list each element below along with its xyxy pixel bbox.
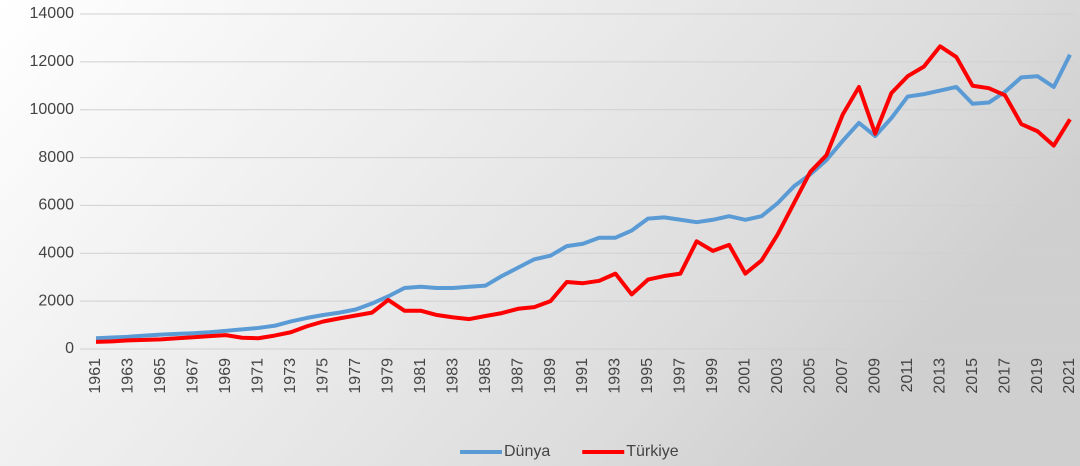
x-tick-label: 1983 xyxy=(444,358,461,394)
x-tick-label: 1963 xyxy=(120,358,137,394)
x-tick-label: 2013 xyxy=(931,358,948,394)
x-tick-label: 1991 xyxy=(574,358,591,394)
x-tick-label: 1987 xyxy=(509,358,526,394)
x-tick-label: 2019 xyxy=(1029,358,1046,394)
x-tick-label: 2015 xyxy=(964,358,981,394)
x-tick-label: 2011 xyxy=(899,358,916,393)
x-tick-label: 1995 xyxy=(639,358,656,394)
x-tick-label: 2021 xyxy=(1061,358,1078,394)
y-tick-label: 2000 xyxy=(38,292,74,309)
y-tick-label: 0 xyxy=(65,340,74,357)
x-tick-label: 1969 xyxy=(217,358,234,394)
x-tick-label: 1977 xyxy=(347,358,364,394)
x-tick-label: 1961 xyxy=(87,358,104,394)
x-tick-label: 1999 xyxy=(704,358,721,394)
x-tick-label: 2017 xyxy=(996,358,1013,394)
x-tick-label: 2005 xyxy=(801,358,818,394)
y-tick-label: 6000 xyxy=(38,197,74,214)
x-tick-label: 1981 xyxy=(412,358,429,394)
x-tick-label: 2001 xyxy=(737,358,754,394)
y-tick-label: 8000 xyxy=(38,149,74,166)
x-tick-label: 1989 xyxy=(542,358,559,394)
x-tick-label: 1985 xyxy=(477,358,494,394)
x-tick-label: 1971 xyxy=(250,358,267,394)
x-tick-label: 1973 xyxy=(282,358,299,394)
legend-label: Türkiye xyxy=(626,443,679,460)
y-tick-label: 10000 xyxy=(30,101,75,118)
x-tick-label: 1965 xyxy=(152,358,169,394)
y-tick-label: 12000 xyxy=(30,53,75,70)
legend-label: Dünya xyxy=(504,443,550,460)
x-tick-label: 1979 xyxy=(379,358,396,394)
x-tick-label: 2003 xyxy=(769,358,786,394)
x-tick-label: 1975 xyxy=(314,358,331,394)
x-tick-label: 1967 xyxy=(185,358,202,394)
x-tick-label: 1993 xyxy=(607,358,624,394)
series-line xyxy=(95,44,1072,344)
x-tick-label: 2009 xyxy=(866,358,883,394)
y-tick-label: 4000 xyxy=(38,245,74,262)
y-tick-label: 14000 xyxy=(30,5,75,22)
x-tick-label: 2007 xyxy=(834,358,851,394)
series-line xyxy=(95,53,1072,341)
x-tick-label: 1997 xyxy=(672,358,689,394)
